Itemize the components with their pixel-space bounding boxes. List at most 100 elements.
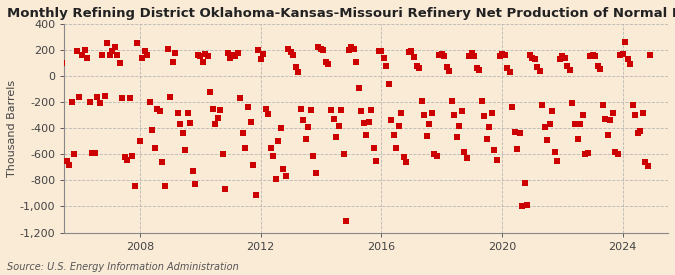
Point	[632, 131, 643, 136]
Point	[300, 136, 311, 141]
Point	[286, 50, 296, 54]
Point	[472, 65, 483, 70]
Point	[92, 95, 103, 99]
Point	[150, 145, 161, 150]
Point	[587, 52, 598, 57]
Point	[132, 41, 142, 46]
Point	[406, 48, 417, 53]
Point	[95, 101, 105, 106]
Point	[280, 174, 291, 179]
Point	[464, 54, 475, 58]
Point	[504, 70, 515, 74]
Point	[107, 49, 117, 53]
Point	[321, 59, 331, 64]
Point	[408, 55, 419, 59]
Point	[431, 153, 442, 158]
Point	[494, 54, 505, 59]
Point	[220, 187, 231, 192]
Point	[328, 117, 339, 121]
Point	[82, 56, 92, 60]
Point	[341, 219, 352, 223]
Point	[72, 49, 82, 53]
Point	[446, 99, 457, 103]
Point	[640, 160, 651, 164]
Y-axis label: Thousand Barrels: Thousand Barrels	[7, 80, 17, 177]
Point	[414, 66, 425, 70]
Point	[625, 62, 636, 67]
Point	[215, 108, 225, 112]
Point	[338, 152, 349, 156]
Point	[577, 113, 588, 117]
Point	[600, 117, 611, 121]
Point	[554, 57, 565, 61]
Point	[507, 105, 518, 109]
Point	[489, 148, 500, 153]
Point	[622, 57, 633, 61]
Point	[235, 96, 246, 100]
Point	[137, 56, 148, 60]
Point	[605, 118, 616, 123]
Point	[232, 50, 243, 55]
Point	[386, 118, 397, 123]
Point	[462, 156, 472, 160]
Point	[389, 133, 400, 137]
Point	[245, 120, 256, 124]
Point	[637, 110, 648, 115]
Point	[449, 113, 460, 117]
Point	[178, 131, 188, 136]
Point	[165, 95, 176, 99]
Point	[346, 45, 356, 50]
Point	[57, 61, 68, 65]
Point	[84, 100, 95, 104]
Point	[155, 109, 165, 114]
Point	[535, 69, 545, 73]
Point	[411, 64, 422, 68]
Point	[454, 123, 464, 128]
Point	[205, 89, 215, 94]
Point	[323, 62, 334, 67]
Point	[582, 151, 593, 155]
Point	[242, 105, 253, 109]
Text: Source: U.S. Energy Information Administration: Source: U.S. Energy Information Administ…	[7, 262, 238, 272]
Point	[69, 152, 80, 156]
Point	[130, 183, 140, 188]
Point	[252, 48, 263, 52]
Point	[240, 145, 251, 150]
Point	[436, 52, 447, 56]
Point	[491, 157, 502, 162]
Point	[597, 103, 608, 107]
Point	[608, 110, 618, 115]
Point	[296, 106, 306, 111]
Point	[79, 48, 90, 52]
Point	[185, 121, 196, 125]
Point	[539, 125, 550, 129]
Title: Monthly Refining District Oklahoma-Kansas-Missouri Refinery Net Production of No: Monthly Refining District Oklahoma-Kansa…	[7, 7, 675, 20]
Point	[394, 123, 404, 128]
Point	[562, 64, 573, 68]
Point	[560, 56, 570, 60]
Point	[376, 49, 387, 53]
Point	[343, 48, 354, 52]
Point	[192, 53, 203, 57]
Point	[325, 108, 336, 112]
Point	[585, 54, 595, 58]
Point	[547, 109, 558, 114]
Point	[630, 113, 641, 117]
Point	[369, 145, 379, 150]
Point	[331, 135, 342, 139]
Point	[114, 61, 125, 65]
Point	[278, 166, 289, 171]
Point	[142, 53, 153, 57]
Point	[250, 192, 261, 197]
Point	[195, 54, 206, 59]
Point	[366, 108, 377, 112]
Point	[152, 106, 163, 111]
Point	[484, 125, 495, 129]
Point	[202, 54, 213, 59]
Point	[371, 159, 381, 163]
Point	[255, 57, 266, 61]
Point	[127, 153, 138, 158]
Point	[532, 65, 543, 69]
Point	[499, 53, 510, 57]
Point	[487, 110, 497, 115]
